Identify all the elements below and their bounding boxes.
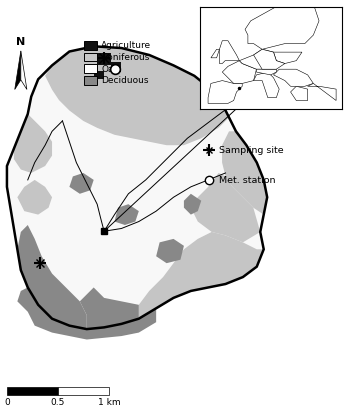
Polygon shape (254, 72, 279, 97)
Polygon shape (139, 232, 264, 319)
Legend: Agriculture, Coniferous, Oak, Deciduous: Agriculture, Coniferous, Oak, Deciduous (82, 39, 153, 87)
Bar (58, 387, 109, 395)
Polygon shape (245, 4, 319, 49)
Polygon shape (273, 69, 313, 86)
Polygon shape (239, 49, 276, 69)
Polygon shape (219, 41, 239, 64)
Polygon shape (69, 173, 94, 194)
Polygon shape (111, 62, 121, 72)
Polygon shape (21, 51, 27, 90)
Polygon shape (94, 71, 104, 79)
Polygon shape (17, 225, 87, 329)
Polygon shape (191, 173, 260, 242)
Bar (7, 387, 58, 395)
Polygon shape (80, 287, 139, 329)
Text: Sampling site: Sampling site (219, 146, 284, 155)
Polygon shape (222, 61, 256, 83)
Text: 1 km: 1 km (98, 398, 120, 407)
Text: Met. station: Met. station (219, 176, 276, 185)
Polygon shape (273, 52, 302, 64)
Text: 0: 0 (4, 398, 10, 407)
Polygon shape (256, 69, 276, 75)
Polygon shape (308, 83, 336, 100)
Polygon shape (45, 46, 229, 145)
Polygon shape (208, 81, 242, 103)
Polygon shape (184, 194, 201, 215)
Polygon shape (211, 49, 219, 58)
Polygon shape (115, 204, 139, 225)
Polygon shape (156, 239, 184, 263)
Polygon shape (17, 180, 52, 215)
Text: N: N (16, 37, 25, 47)
Polygon shape (14, 114, 52, 173)
Polygon shape (254, 49, 285, 69)
Polygon shape (17, 287, 156, 339)
Polygon shape (15, 51, 21, 90)
Polygon shape (7, 46, 267, 329)
Polygon shape (222, 131, 267, 215)
Text: 0.5: 0.5 (51, 398, 65, 407)
Polygon shape (290, 86, 308, 100)
Polygon shape (97, 53, 111, 65)
